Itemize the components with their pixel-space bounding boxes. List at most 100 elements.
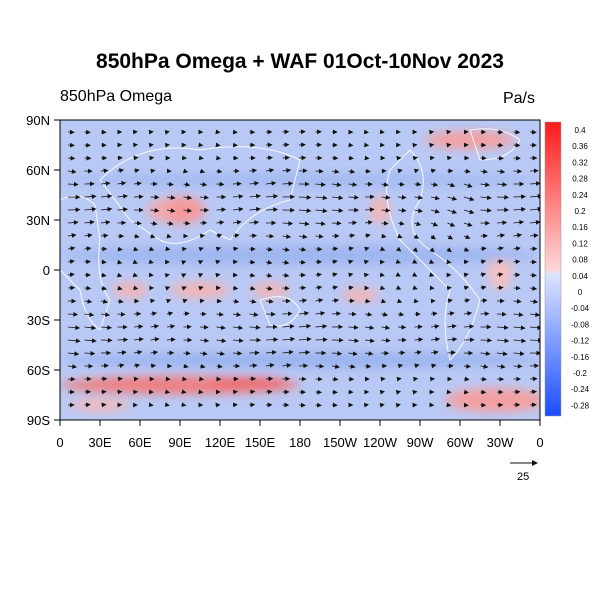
waf-vector: [84, 246, 92, 252]
colorbar-label: 0.04: [572, 272, 588, 281]
waf-vector: [381, 207, 391, 213]
waf-vector: [298, 323, 312, 329]
waf-vector: [381, 233, 387, 239]
waf-vector: [249, 272, 256, 278]
waf-vector: [381, 312, 389, 317]
waf-vector: [232, 233, 240, 239]
waf-vector: [348, 194, 360, 200]
waf-vector: [315, 272, 322, 278]
waf-vector: [513, 312, 524, 317]
waf-vector: [84, 219, 95, 225]
waf-vector: [480, 298, 488, 304]
waf-vector: [529, 325, 540, 331]
waf-vector: [67, 181, 79, 187]
waf-vector: [183, 363, 189, 369]
waf-vector: [446, 285, 452, 291]
waf-vector: [117, 363, 125, 368]
waf-vector: [447, 323, 457, 329]
waf-vector: [414, 208, 424, 214]
waf-vector: [463, 209, 475, 215]
waf-vector: [232, 220, 242, 225]
waf-vector: [67, 169, 77, 174]
waf-vector: [480, 364, 489, 369]
waf-vector: [463, 168, 471, 174]
waf-vector: [413, 168, 420, 174]
omega-anomaly-region: [250, 283, 290, 297]
colorbar-label: 0: [578, 288, 583, 297]
waf-vector: [496, 246, 504, 251]
waf-vector: [397, 181, 405, 187]
waf-vector: [414, 181, 422, 187]
waf-vector: [397, 311, 405, 317]
waf-vector: [117, 168, 125, 173]
waf-vector: [282, 272, 290, 278]
colorbar-label: 0.4: [574, 126, 586, 135]
waf-vector: [100, 285, 108, 291]
waf-vector: [216, 168, 223, 174]
coastline: [60, 195, 111, 331]
waf-vector: [132, 272, 138, 278]
waf-vector: [150, 350, 159, 355]
lon-tick-label: 120W: [363, 435, 398, 450]
waf-vector: [430, 311, 438, 317]
colorbar-label: 0.2: [574, 207, 586, 216]
waf-vector: [529, 285, 538, 291]
waf-vector: [249, 181, 260, 186]
waf-vector: [480, 351, 491, 356]
waf-vector: [117, 259, 123, 265]
waf-vector: [265, 350, 277, 355]
waf-vector: [480, 169, 488, 174]
waf-vector: [265, 259, 273, 265]
waf-vector: [265, 168, 275, 173]
waf-vector: [232, 338, 244, 343]
waf-vector: [446, 247, 452, 253]
waf-vector: [463, 311, 473, 316]
waf-vector: [496, 169, 506, 174]
waf-vector: [364, 168, 371, 174]
colorbar-label: -0.2: [573, 369, 587, 378]
colorbar-label: -0.16: [571, 353, 590, 362]
waf-vector: [412, 247, 418, 253]
colorbar-label: -0.12: [571, 337, 590, 346]
waf-vector: [150, 221, 158, 226]
waf-vector: [496, 182, 508, 187]
waf-vector: [133, 246, 139, 252]
waf-vector: [315, 221, 326, 226]
waf-vector: [397, 221, 405, 226]
waf-vector: [430, 363, 437, 369]
waf-vector: [331, 259, 338, 265]
colorbar-label: -0.04: [571, 304, 590, 313]
waf-vector: [480, 337, 493, 343]
waf-vector: [100, 299, 109, 304]
waf-vector: [414, 195, 424, 200]
waf-vector: [265, 363, 275, 368]
waf-vector: [348, 259, 354, 265]
waf-vector: [513, 298, 522, 304]
waf-vector: [331, 298, 340, 303]
waf-vector: [117, 207, 128, 212]
waf-vector: [364, 363, 372, 369]
waf-vector: [249, 206, 261, 212]
waf-vector: [414, 363, 420, 369]
omega-anomaly-region: [112, 282, 148, 298]
waf-vector: [265, 180, 277, 186]
waf-vector: [84, 312, 95, 318]
waf-vector: [412, 285, 418, 290]
waf-vector: [265, 246, 273, 252]
waf-vector: [216, 338, 227, 344]
waf-vector: [117, 298, 124, 304]
waf-vector: [348, 182, 358, 187]
colorbar-label: 0.28: [572, 175, 588, 184]
waf-vector: [298, 234, 308, 239]
lat-tick-label: 60N: [26, 163, 50, 178]
waf-vector: [480, 272, 487, 278]
waf-vector: [282, 336, 296, 342]
colorbar-label: 0.24: [572, 191, 588, 200]
waf-vector: [232, 194, 244, 199]
waf-vector: [331, 169, 340, 174]
waf-vector: [463, 222, 473, 227]
waf-vector: [282, 221, 294, 226]
waf-vector: [282, 234, 292, 239]
waf-vector: [480, 259, 487, 265]
coastline: [469, 128, 521, 161]
